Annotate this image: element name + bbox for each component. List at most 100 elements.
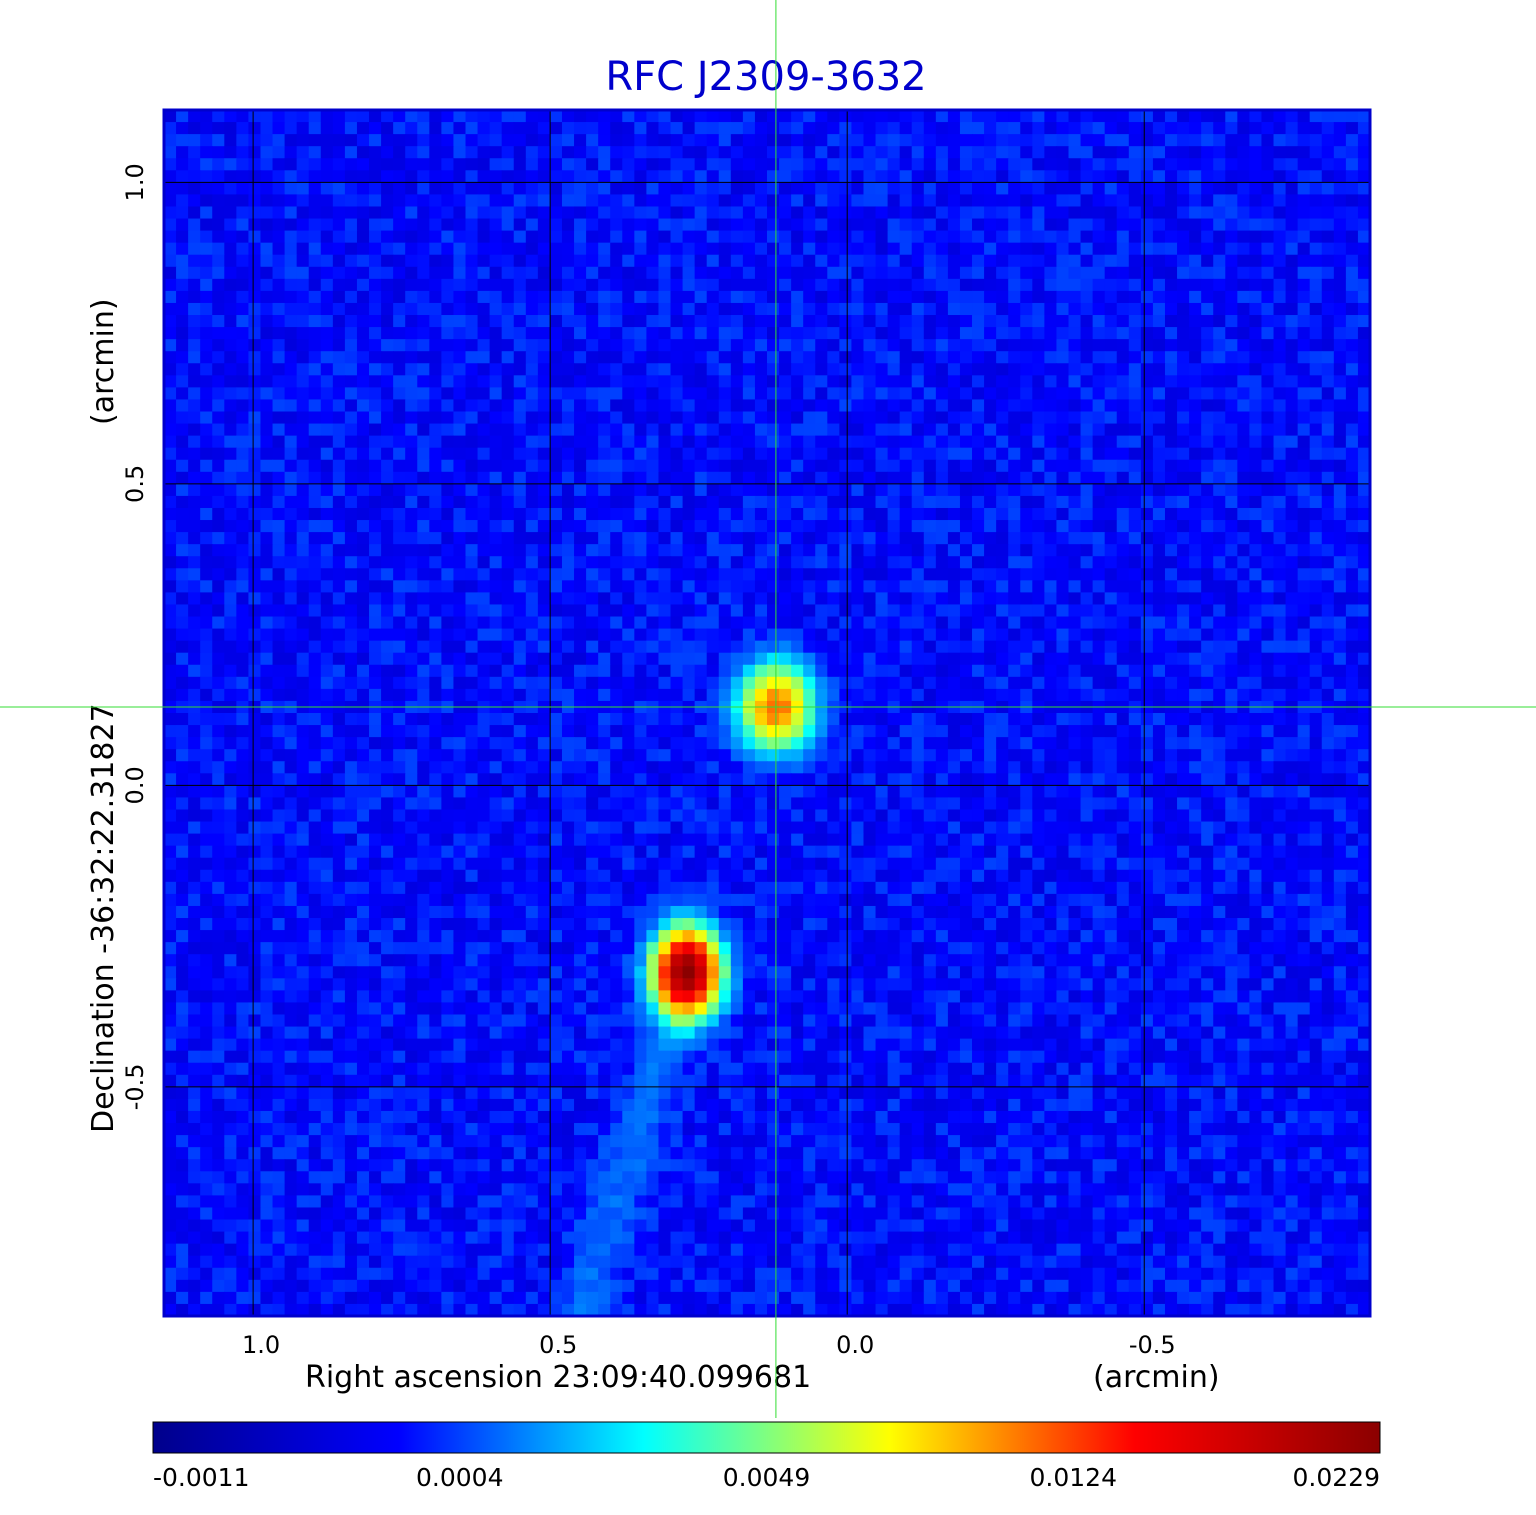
heatmap-cell bbox=[694, 520, 708, 533]
heatmap-cell bbox=[1261, 327, 1275, 340]
heatmap-cell bbox=[381, 302, 394, 316]
heatmap-cell bbox=[1152, 471, 1166, 485]
heatmap-cell bbox=[405, 158, 418, 171]
heatmap-cell bbox=[718, 110, 732, 123]
heatmap-cell bbox=[344, 616, 358, 630]
heatmap-cell bbox=[1008, 676, 1021, 690]
heatmap-cell bbox=[634, 278, 647, 292]
heatmap-cell bbox=[634, 375, 647, 388]
heatmap-cell bbox=[212, 604, 225, 618]
heatmap-cell bbox=[658, 266, 672, 280]
heatmap-cell bbox=[1273, 110, 1287, 123]
heatmap-cell bbox=[477, 592, 491, 606]
heatmap-cell bbox=[236, 254, 250, 268]
heatmap-cell bbox=[393, 327, 406, 340]
heatmap-cell bbox=[730, 363, 744, 376]
heatmap-cell bbox=[1261, 628, 1275, 642]
heatmap-cell bbox=[549, 134, 563, 147]
heatmap-cell bbox=[393, 266, 406, 280]
heatmap-cell bbox=[429, 194, 442, 208]
heatmap-cell bbox=[851, 351, 865, 364]
heatmap-cell bbox=[863, 676, 877, 690]
heatmap-cell bbox=[694, 592, 708, 606]
heatmap-cell bbox=[1213, 278, 1226, 292]
heatmap-cell bbox=[767, 375, 780, 388]
heatmap-cell bbox=[742, 664, 756, 678]
heatmap-cell bbox=[1213, 158, 1226, 171]
heatmap-cell bbox=[1189, 580, 1202, 593]
heatmap-cell bbox=[200, 471, 213, 485]
heatmap-cell bbox=[429, 315, 442, 328]
heatmap-cell bbox=[1044, 134, 1058, 147]
heatmap-cell bbox=[501, 640, 515, 654]
heatmap-cell bbox=[911, 652, 925, 666]
heatmap-cell bbox=[1213, 110, 1226, 123]
heatmap-cell bbox=[1080, 110, 1094, 123]
heatmap-cell bbox=[670, 495, 684, 509]
heatmap-cell bbox=[658, 182, 672, 196]
heatmap-cell bbox=[574, 327, 587, 340]
heatmap-cell bbox=[887, 435, 901, 449]
heatmap-cell bbox=[658, 580, 672, 593]
heatmap-cell bbox=[682, 652, 696, 666]
heatmap-cell bbox=[1104, 520, 1118, 533]
heatmap-cell bbox=[610, 556, 623, 569]
heatmap-cell bbox=[453, 640, 467, 654]
heatmap-cell bbox=[984, 158, 997, 171]
heatmap-cell bbox=[1345, 170, 1359, 183]
heatmap-cell bbox=[381, 532, 394, 545]
heatmap-cell bbox=[1285, 254, 1299, 268]
heatmap-cell bbox=[598, 676, 611, 690]
heatmap-cell bbox=[1249, 170, 1263, 183]
heatmap-cell bbox=[1297, 387, 1311, 401]
heatmap-cell bbox=[1357, 580, 1370, 593]
heatmap-cell bbox=[1285, 351, 1299, 364]
heatmap-cell bbox=[839, 363, 853, 376]
heatmap-cell bbox=[1104, 495, 1118, 509]
heatmap-cell bbox=[658, 435, 672, 449]
heatmap-cell bbox=[1056, 158, 1070, 171]
heatmap-cell bbox=[1044, 254, 1058, 268]
heatmap-cell bbox=[332, 544, 346, 557]
heatmap-cell bbox=[369, 194, 382, 208]
heatmap-cell bbox=[1237, 483, 1250, 497]
heatmap-cell bbox=[513, 640, 527, 654]
heatmap-cell bbox=[272, 520, 286, 533]
heatmap-cell bbox=[344, 170, 358, 183]
heatmap-cell bbox=[851, 664, 865, 678]
heatmap-cell bbox=[176, 628, 189, 642]
heatmap-cell bbox=[863, 339, 877, 352]
heatmap-cell bbox=[996, 206, 1009, 220]
heatmap-cell bbox=[1273, 568, 1287, 581]
heatmap-cell bbox=[646, 604, 660, 618]
heatmap-cell bbox=[477, 266, 491, 280]
heatmap-cell bbox=[356, 664, 370, 678]
heatmap-cell bbox=[236, 278, 250, 292]
heatmap-cell bbox=[561, 278, 575, 292]
heatmap-cell bbox=[176, 676, 189, 690]
heatmap-cell bbox=[839, 507, 853, 521]
heatmap-cell bbox=[887, 146, 901, 159]
heatmap-cell bbox=[899, 423, 913, 437]
heatmap-cell bbox=[1261, 339, 1275, 352]
heatmap-cell bbox=[1357, 507, 1370, 521]
heatmap-cell bbox=[176, 182, 189, 196]
heatmap-cell bbox=[465, 483, 479, 497]
heatmap-cell bbox=[1297, 182, 1311, 196]
heatmap-cell bbox=[839, 134, 853, 147]
heatmap-cell bbox=[200, 592, 213, 606]
heatmap-cell bbox=[730, 230, 744, 244]
heatmap-cell bbox=[236, 664, 250, 678]
heatmap-cell bbox=[248, 399, 262, 413]
heatmap-cell bbox=[1297, 399, 1311, 413]
heatmap-cell bbox=[730, 640, 744, 654]
heatmap-cell bbox=[1249, 483, 1263, 497]
heatmap-cell bbox=[272, 266, 286, 280]
heatmap-cell bbox=[634, 182, 647, 196]
heatmap-cell bbox=[200, 447, 213, 461]
heatmap-cell bbox=[1237, 640, 1250, 654]
heatmap-cell bbox=[1092, 688, 1106, 702]
heatmap-cell bbox=[622, 664, 635, 678]
heatmap-cell bbox=[1201, 507, 1214, 521]
heatmap-cell bbox=[1237, 351, 1250, 364]
